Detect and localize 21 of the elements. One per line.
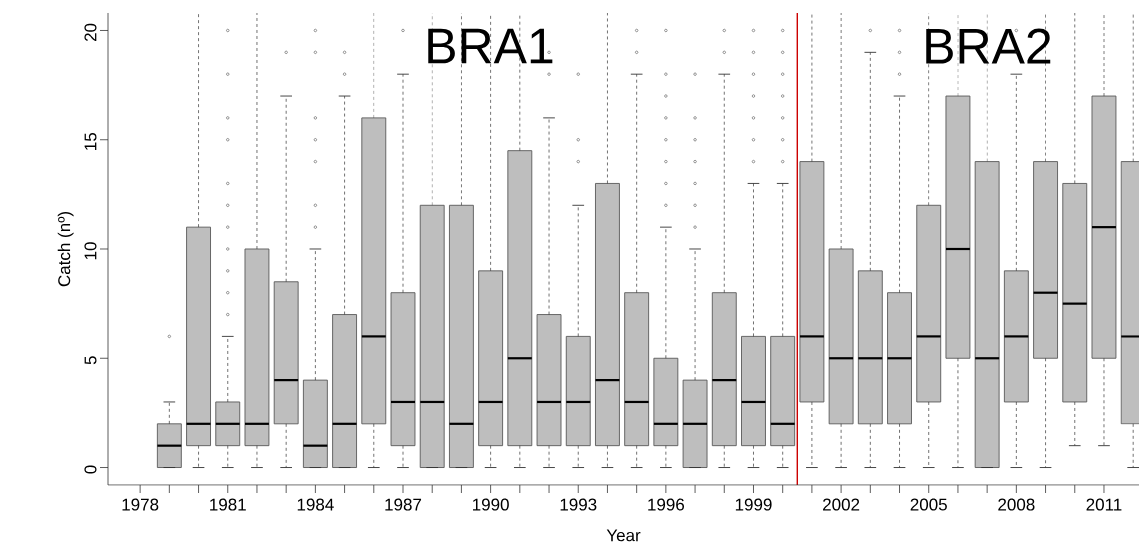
x-tick-label: 2008 <box>998 498 1035 511</box>
x-tick-label: 1978 <box>122 498 159 511</box>
y-tick-label: 20 <box>84 23 97 42</box>
annotation: BRA1 <box>428 28 553 64</box>
annotation: BRA2 <box>926 28 1051 64</box>
x-tick-label: 1987 <box>385 498 422 511</box>
x-axis-title: Year <box>606 529 641 542</box>
x-tick-label: 2005 <box>910 498 947 511</box>
x-tick-label: 2011 <box>1086 498 1122 511</box>
x-tick-label: 2002 <box>823 498 860 511</box>
x-tick-label: 1993 <box>560 498 597 511</box>
x-tick-label: 1999 <box>735 498 772 511</box>
y-axis-title: Catch (nº) <box>57 212 74 287</box>
y-tick-label: 15 <box>84 133 97 150</box>
x-tick-label: 1984 <box>297 498 334 511</box>
y-tick-label: 10 <box>84 242 97 260</box>
y-tick-label: 5 <box>84 356 97 365</box>
x-tick-label: 1990 <box>473 498 509 511</box>
x-tick-label: 1981 <box>210 498 246 511</box>
y-tick-label: 0 <box>84 465 97 474</box>
x-tick-label: 1996 <box>648 498 685 511</box>
